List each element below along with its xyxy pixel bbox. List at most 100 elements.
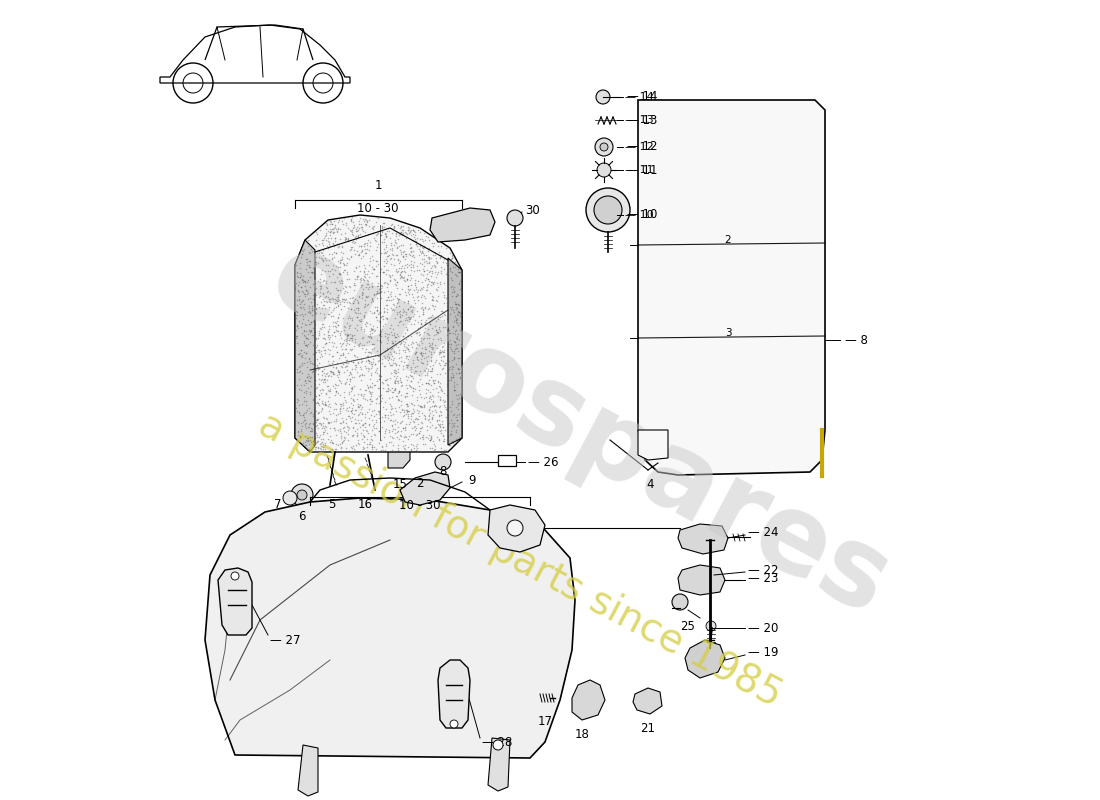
Point	[389, 375, 407, 388]
Point	[342, 241, 360, 254]
Point	[318, 218, 336, 231]
Point	[439, 296, 456, 309]
Point	[430, 310, 448, 323]
Point	[354, 250, 372, 262]
Point	[432, 423, 450, 436]
Point	[378, 277, 396, 290]
Point	[429, 326, 447, 338]
Point	[416, 399, 433, 412]
Point	[377, 311, 395, 324]
Point	[374, 382, 392, 394]
Point	[331, 298, 349, 311]
Point	[345, 394, 363, 407]
Point	[348, 230, 365, 242]
Point	[415, 409, 432, 422]
Point	[324, 226, 342, 238]
Point	[339, 329, 356, 342]
Point	[332, 377, 350, 390]
Point	[377, 250, 395, 262]
Point	[395, 226, 412, 239]
Point	[441, 262, 459, 275]
Point	[404, 356, 421, 369]
Point	[451, 371, 469, 384]
Point	[373, 410, 390, 423]
Point	[360, 234, 377, 246]
Point	[404, 287, 421, 300]
Circle shape	[434, 454, 451, 470]
Point	[337, 350, 354, 363]
Point	[366, 255, 384, 268]
Point	[337, 328, 354, 341]
Point	[392, 304, 409, 317]
Point	[306, 420, 323, 433]
Point	[328, 271, 345, 284]
Point	[323, 328, 341, 341]
Point	[315, 308, 332, 321]
Point	[446, 286, 463, 299]
Point	[324, 368, 342, 381]
Point	[338, 354, 355, 366]
Point	[426, 355, 443, 368]
Point	[411, 328, 429, 341]
Point	[449, 306, 466, 319]
Point	[331, 260, 349, 273]
Point	[434, 430, 452, 443]
Point	[353, 245, 371, 258]
Point	[414, 253, 431, 266]
Point	[364, 292, 382, 305]
Point	[427, 270, 444, 283]
Point	[422, 354, 440, 367]
Point	[367, 363, 385, 376]
Point	[402, 241, 419, 254]
Point	[298, 403, 316, 416]
Point	[338, 328, 355, 341]
Point	[287, 331, 305, 344]
Point	[399, 224, 417, 237]
Point	[366, 349, 384, 362]
Point	[300, 430, 318, 443]
Text: — 11: — 11	[625, 165, 653, 175]
Point	[316, 265, 333, 278]
Point	[295, 395, 312, 408]
Point	[381, 398, 398, 410]
Point	[362, 409, 380, 422]
Point	[393, 376, 410, 389]
Point	[396, 390, 414, 403]
Point	[330, 351, 348, 364]
Point	[406, 230, 424, 243]
Point	[343, 314, 361, 326]
Point	[324, 222, 342, 235]
Text: — 19: — 19	[748, 646, 779, 658]
Point	[417, 272, 434, 285]
Point	[310, 327, 328, 340]
Point	[373, 220, 390, 233]
Point	[352, 279, 370, 292]
Point	[414, 350, 431, 362]
Point	[367, 391, 385, 404]
Point	[392, 314, 409, 327]
Point	[334, 293, 352, 306]
Point	[434, 297, 452, 310]
Point	[314, 420, 331, 433]
Point	[333, 214, 351, 227]
Point	[430, 348, 448, 361]
Point	[351, 370, 369, 382]
Point	[308, 234, 326, 246]
Point	[438, 443, 455, 456]
Point	[356, 306, 374, 319]
Point	[362, 235, 380, 248]
Point	[374, 236, 392, 249]
Point	[353, 368, 371, 381]
Point	[306, 299, 323, 312]
Point	[392, 372, 409, 385]
Point	[332, 246, 350, 258]
Point	[338, 403, 355, 416]
Point	[377, 240, 395, 253]
Point	[427, 327, 444, 340]
Point	[297, 262, 315, 275]
Point	[322, 216, 340, 229]
Point	[399, 330, 417, 342]
Point	[306, 277, 323, 290]
Point	[402, 438, 419, 450]
Point	[404, 260, 421, 273]
